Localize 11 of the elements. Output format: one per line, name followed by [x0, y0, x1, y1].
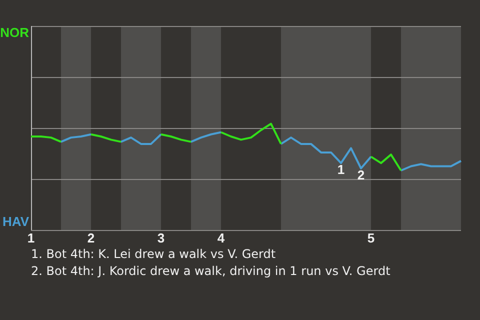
x-tick-label: 5 [367, 230, 375, 246]
x-tick-label: 3 [157, 230, 165, 246]
x-tick-label: 1 [27, 230, 35, 246]
text: HAV [2, 214, 30, 230]
text: 2. Bot 4th: J. Kordic drew a walk, driving in 1 run vs V. Gerdt [31, 263, 392, 280]
text: NOR [0, 25, 30, 40]
annotation: 2 [357, 167, 365, 182]
text: 1. Bot 4th: K. Lei drew a walk vs V. Gerdt [31, 246, 277, 263]
annotation: 1 [337, 162, 345, 178]
x-tick-label: 2 [87, 230, 95, 246]
x-tick-label: 4 [217, 230, 226, 246]
